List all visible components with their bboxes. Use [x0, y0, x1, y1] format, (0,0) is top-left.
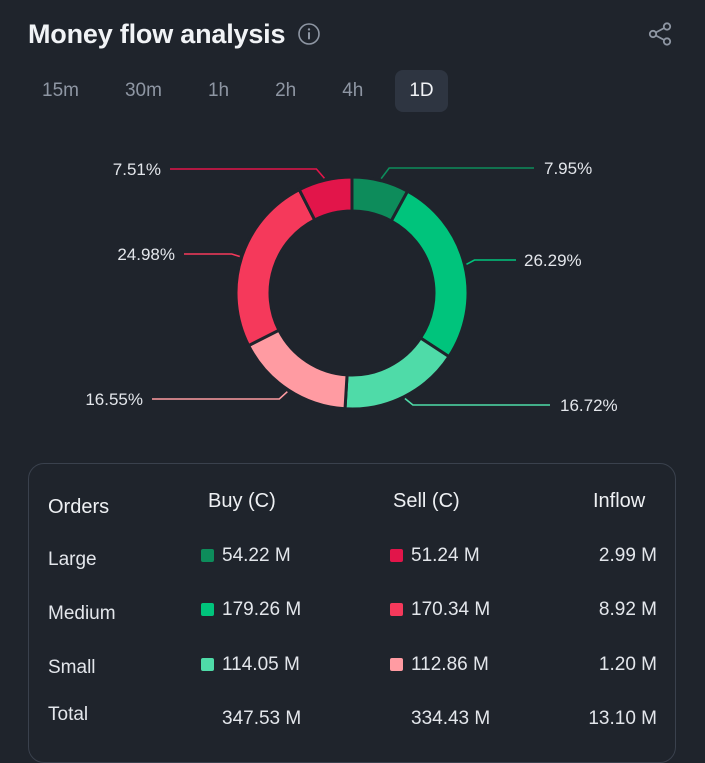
donut-slice-sell-small[interactable]	[246, 328, 349, 411]
sell-small-swatch	[390, 658, 403, 671]
buy-small-value: 114.05 M	[222, 654, 300, 675]
leader-line-sell-large	[170, 168, 326, 179]
tab-2h[interactable]: 2h	[275, 80, 297, 101]
sell-small-cell: 112.86 M	[390, 654, 489, 676]
sell-large-cell: 51.24 M	[390, 545, 480, 567]
header-sell: Sell (C)	[393, 490, 460, 512]
inflow-large-value: 2.99 M	[598, 545, 657, 566]
inflow-small-value: 1.20 M	[598, 654, 657, 675]
row-label-large: Large	[48, 549, 97, 570]
tab-15m[interactable]: 15m	[42, 80, 79, 101]
buy-large-swatch	[201, 549, 214, 562]
donut-slice-sell-medium[interactable]	[234, 187, 317, 348]
buy-medium-cell: 179.26 M	[201, 599, 301, 621]
donut-slice-sell-large[interactable]	[297, 175, 354, 222]
leader-line-buy-medium	[466, 259, 516, 266]
buy-large-value: 54.22 M	[222, 545, 291, 566]
leader-line-sell-small	[152, 391, 288, 400]
header-inflow: Inflow	[593, 490, 646, 512]
buy-medium-value: 179.26 M	[222, 599, 302, 620]
slice-label-sell-medium: 24.98%	[117, 245, 175, 264]
tab-1h[interactable]: 1h	[207, 80, 230, 101]
inflow-medium-value: 8.92 M	[598, 599, 657, 620]
sell-medium-swatch	[390, 603, 403, 616]
slice-label-sell-large: 7.51%	[113, 160, 161, 179]
slice-label-sell-small: 16.55%	[85, 390, 143, 409]
page-title: Money flow analysis	[28, 18, 286, 49]
donut-slice-buy-medium[interactable]	[389, 189, 470, 359]
slice-label-buy-large: 7.95%	[544, 159, 592, 178]
timeframe-tabs: 15m 30m 1h 2h 4h 1D	[28, 70, 466, 112]
buy-large-cell: 54.22 M	[201, 545, 291, 567]
orders-table	[28, 463, 676, 763]
sell-small-value: 112.86 M	[411, 654, 489, 675]
buy-small-cell: 114.05 M	[201, 654, 300, 676]
row-label-medium: Medium	[48, 603, 116, 624]
sell-large-swatch	[390, 549, 403, 562]
buy-small-swatch	[201, 658, 214, 671]
inflow-total-value: 13.10 M	[588, 708, 657, 729]
row-label-total: Total	[48, 704, 89, 725]
tab-4h[interactable]: 4h	[342, 80, 364, 101]
buy-total-value: 347.53 M	[222, 708, 302, 729]
header-orders: Orders	[48, 496, 110, 518]
buy-medium-swatch	[201, 603, 214, 616]
row-label-small: Small	[48, 657, 96, 678]
leader-line-buy-large	[380, 167, 534, 180]
donut-slice-buy-small[interactable]	[343, 335, 452, 411]
sell-large-value: 51.24 M	[411, 545, 480, 566]
share-icon[interactable]	[646, 20, 674, 48]
header-buy: Buy (C)	[208, 490, 276, 512]
header: Money flow analysis	[28, 16, 321, 52]
leader-line-sell-medium	[184, 253, 241, 258]
tab-30m[interactable]: 30m	[124, 80, 162, 101]
slice-label-buy-medium: 26.29%	[524, 251, 582, 270]
tab-1d[interactable]: 1D	[395, 70, 448, 112]
leader-line-buy-small	[404, 397, 550, 406]
info-icon[interactable]	[297, 22, 321, 46]
sell-medium-cell: 170.34 M	[390, 599, 490, 621]
money-flow-donut-chart: 7.95% 26.29% 16.72% 16.55% 24.98% 7.51%	[85, 159, 618, 415]
slice-label-buy-small: 16.72%	[560, 396, 618, 415]
sell-total-value: 334.43 M	[411, 708, 491, 729]
sell-medium-value: 170.34 M	[411, 599, 491, 620]
